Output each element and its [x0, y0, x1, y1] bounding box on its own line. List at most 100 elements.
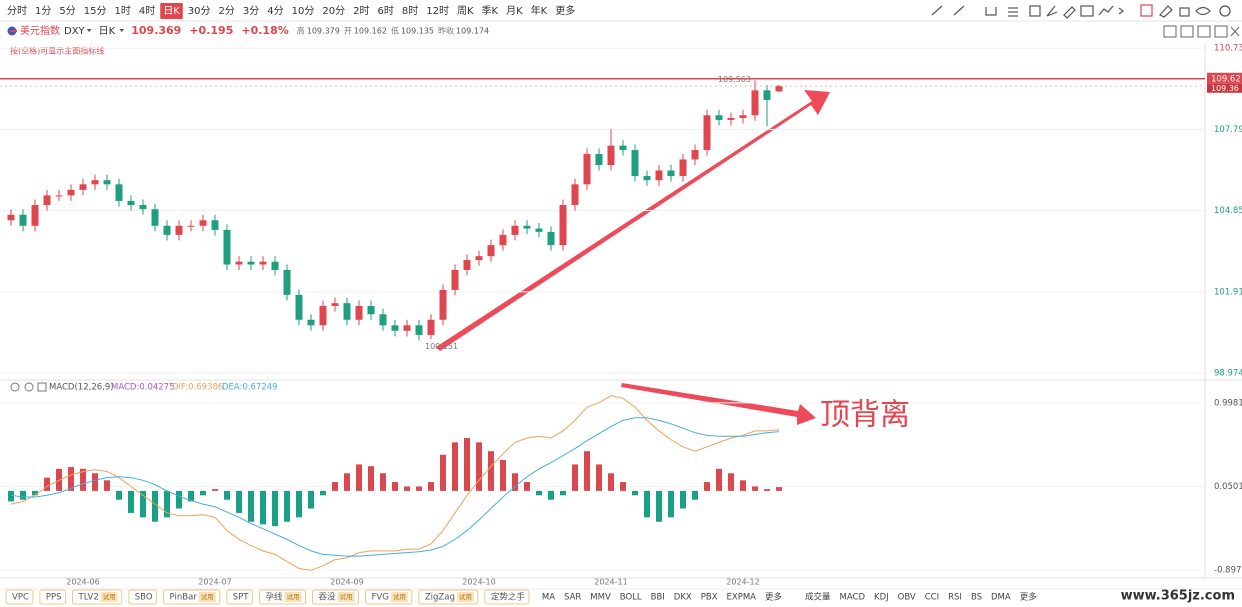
panel-tools[interactable]: [1163, 25, 1240, 38]
tool-icon[interactable]: [1118, 7, 1124, 15]
panel-tool-icon[interactable]: [1197, 25, 1211, 38]
indicator-tab[interactable]: KDJ: [874, 593, 889, 603]
indicator-button[interactable]: 吞没: [319, 592, 337, 603]
panel-tool-icon[interactable]: [1230, 26, 1240, 37]
period-button[interactable]: 10分: [292, 5, 315, 17]
indicator-button[interactable]: SPT: [233, 593, 250, 603]
tool-icon[interactable]: [1140, 4, 1153, 17]
indicator-button[interactable]: PPS: [46, 593, 62, 603]
indicator-tab[interactable]: DKX: [674, 593, 692, 603]
tool-icon[interactable]: [1046, 5, 1058, 17]
tool-icon[interactable]: [1195, 6, 1211, 16]
candle-body: [775, 85, 783, 92]
candle-body: [391, 325, 399, 331]
period-button[interactable]: 月K: [506, 5, 523, 17]
indicator-button[interactable]: 定势之手: [491, 592, 526, 603]
indicator-tab[interactable]: 更多: [765, 592, 783, 603]
panel-icon[interactable]: [37, 382, 47, 392]
eye-icon[interactable]: [10, 382, 20, 392]
indicator-button-frame[interactable]: [128, 589, 158, 605]
indicator-tab[interactable]: BBI: [651, 593, 665, 603]
indicator-tab[interactable]: PBX: [701, 593, 718, 603]
drawing-tools[interactable]: [931, 4, 1231, 19]
indicator-button[interactable]: SBO: [135, 593, 153, 603]
period-button[interactable]: 日K: [163, 6, 180, 17]
panel-tool-icon[interactable]: [1214, 25, 1228, 38]
indicator-button-frame[interactable]: [259, 589, 307, 605]
tool-icon[interactable]: [931, 5, 943, 16]
indicator-tab[interactable]: BOLL: [620, 593, 642, 603]
panel-tool-icon[interactable]: [1163, 25, 1177, 38]
tool-icon[interactable]: [1159, 5, 1173, 18]
panel-tool-icon[interactable]: [1180, 25, 1194, 38]
indicator-button-frame[interactable]: [72, 589, 123, 605]
indicator-button-frame[interactable]: [365, 589, 413, 605]
macd-bar: [140, 490, 146, 518]
indicator-tab[interactable]: MACD: [840, 593, 866, 603]
indicator-button[interactable]: ZigZag: [425, 593, 455, 603]
period-button[interactable]: 5分: [59, 5, 75, 17]
indicator-tab[interactable]: CCI: [925, 593, 939, 603]
period-button[interactable]: 15分: [84, 5, 107, 17]
candle-body: [247, 261, 255, 265]
period-button[interactable]: 分时: [7, 5, 27, 17]
x-tick-label: 2024-12: [726, 578, 759, 587]
stat-label: 高: [297, 26, 305, 36]
indicator-button-frame[interactable]: [5, 589, 34, 605]
period-button[interactable]: 2时: [353, 5, 369, 17]
indicator-button[interactable]: TLV2: [78, 593, 99, 603]
indicator-tab[interactable]: EXPMA: [727, 593, 757, 603]
tool-icon[interactable]: [1029, 5, 1041, 17]
indicator-tab[interactable]: MMV: [590, 593, 611, 603]
indicator-tab[interactable]: 更多: [1020, 592, 1038, 603]
candle-body: [103, 180, 111, 185]
indicator-tab[interactable]: MA: [542, 593, 555, 603]
indicator-button-frame[interactable]: [39, 589, 67, 605]
indicator-button[interactable]: FVG: [372, 593, 389, 603]
tool-icon[interactable]: [1080, 5, 1094, 17]
indicator-button-frame[interactable]: [226, 589, 253, 605]
indicator-button[interactable]: VPC: [12, 593, 29, 603]
indicator-button-frame[interactable]: [163, 589, 221, 605]
indicator-tab[interactable]: SAR: [564, 593, 581, 603]
candle-body: [463, 260, 471, 271]
tool-icon[interactable]: [985, 7, 997, 16]
indicator-button-frame[interactable]: [484, 589, 530, 605]
indicator-tab[interactable]: DMA: [991, 593, 1011, 603]
tool-icon[interactable]: [953, 5, 965, 16]
period-button[interactable]: 4分: [267, 5, 283, 17]
tool-icon[interactable]: [1098, 5, 1114, 16]
period-button[interactable]: 更多: [555, 4, 575, 17]
period-button[interactable]: 12时: [426, 5, 449, 17]
period-button[interactable]: 季K: [482, 5, 499, 17]
candle-body: [379, 314, 387, 326]
period-button[interactable]: 1时: [114, 5, 130, 17]
settings-icon[interactable]: [24, 382, 34, 392]
period-button[interactable]: 4时: [139, 5, 155, 17]
indicator-tab[interactable]: RSI: [948, 593, 962, 603]
tool-icon[interactable]: [1219, 5, 1231, 17]
period-button[interactable]: 6时: [378, 5, 394, 17]
period-button[interactable]: 8时: [402, 5, 418, 17]
indicator-tab[interactable]: BS: [971, 593, 982, 603]
indicator-tab[interactable]: OBV: [898, 593, 916, 603]
period-button[interactable]: 年K: [531, 4, 548, 17]
tool-icon[interactable]: [1179, 7, 1190, 17]
indicator-button[interactable]: PinBar: [170, 593, 198, 603]
macd-bar: [584, 451, 590, 491]
candle-body: [535, 228, 543, 232]
period-button[interactable]: 30分: [188, 5, 211, 17]
period-button[interactable]: 20分: [322, 5, 345, 17]
period-button[interactable]: 2分: [219, 5, 235, 17]
indicator-tab[interactable]: 成交量: [805, 592, 831, 603]
candle-body: [415, 325, 423, 335]
candle-body: [31, 205, 39, 226]
period-button[interactable]: 1分: [35, 5, 51, 17]
indicator-button-frame[interactable]: [418, 589, 479, 605]
period-button[interactable]: 周K: [457, 5, 474, 17]
indicator-button-frame[interactable]: [312, 589, 360, 605]
indicator-button[interactable]: 孕线: [266, 592, 284, 603]
period-button[interactable]: 3分: [243, 5, 259, 17]
tool-icon[interactable]: [1063, 6, 1076, 19]
